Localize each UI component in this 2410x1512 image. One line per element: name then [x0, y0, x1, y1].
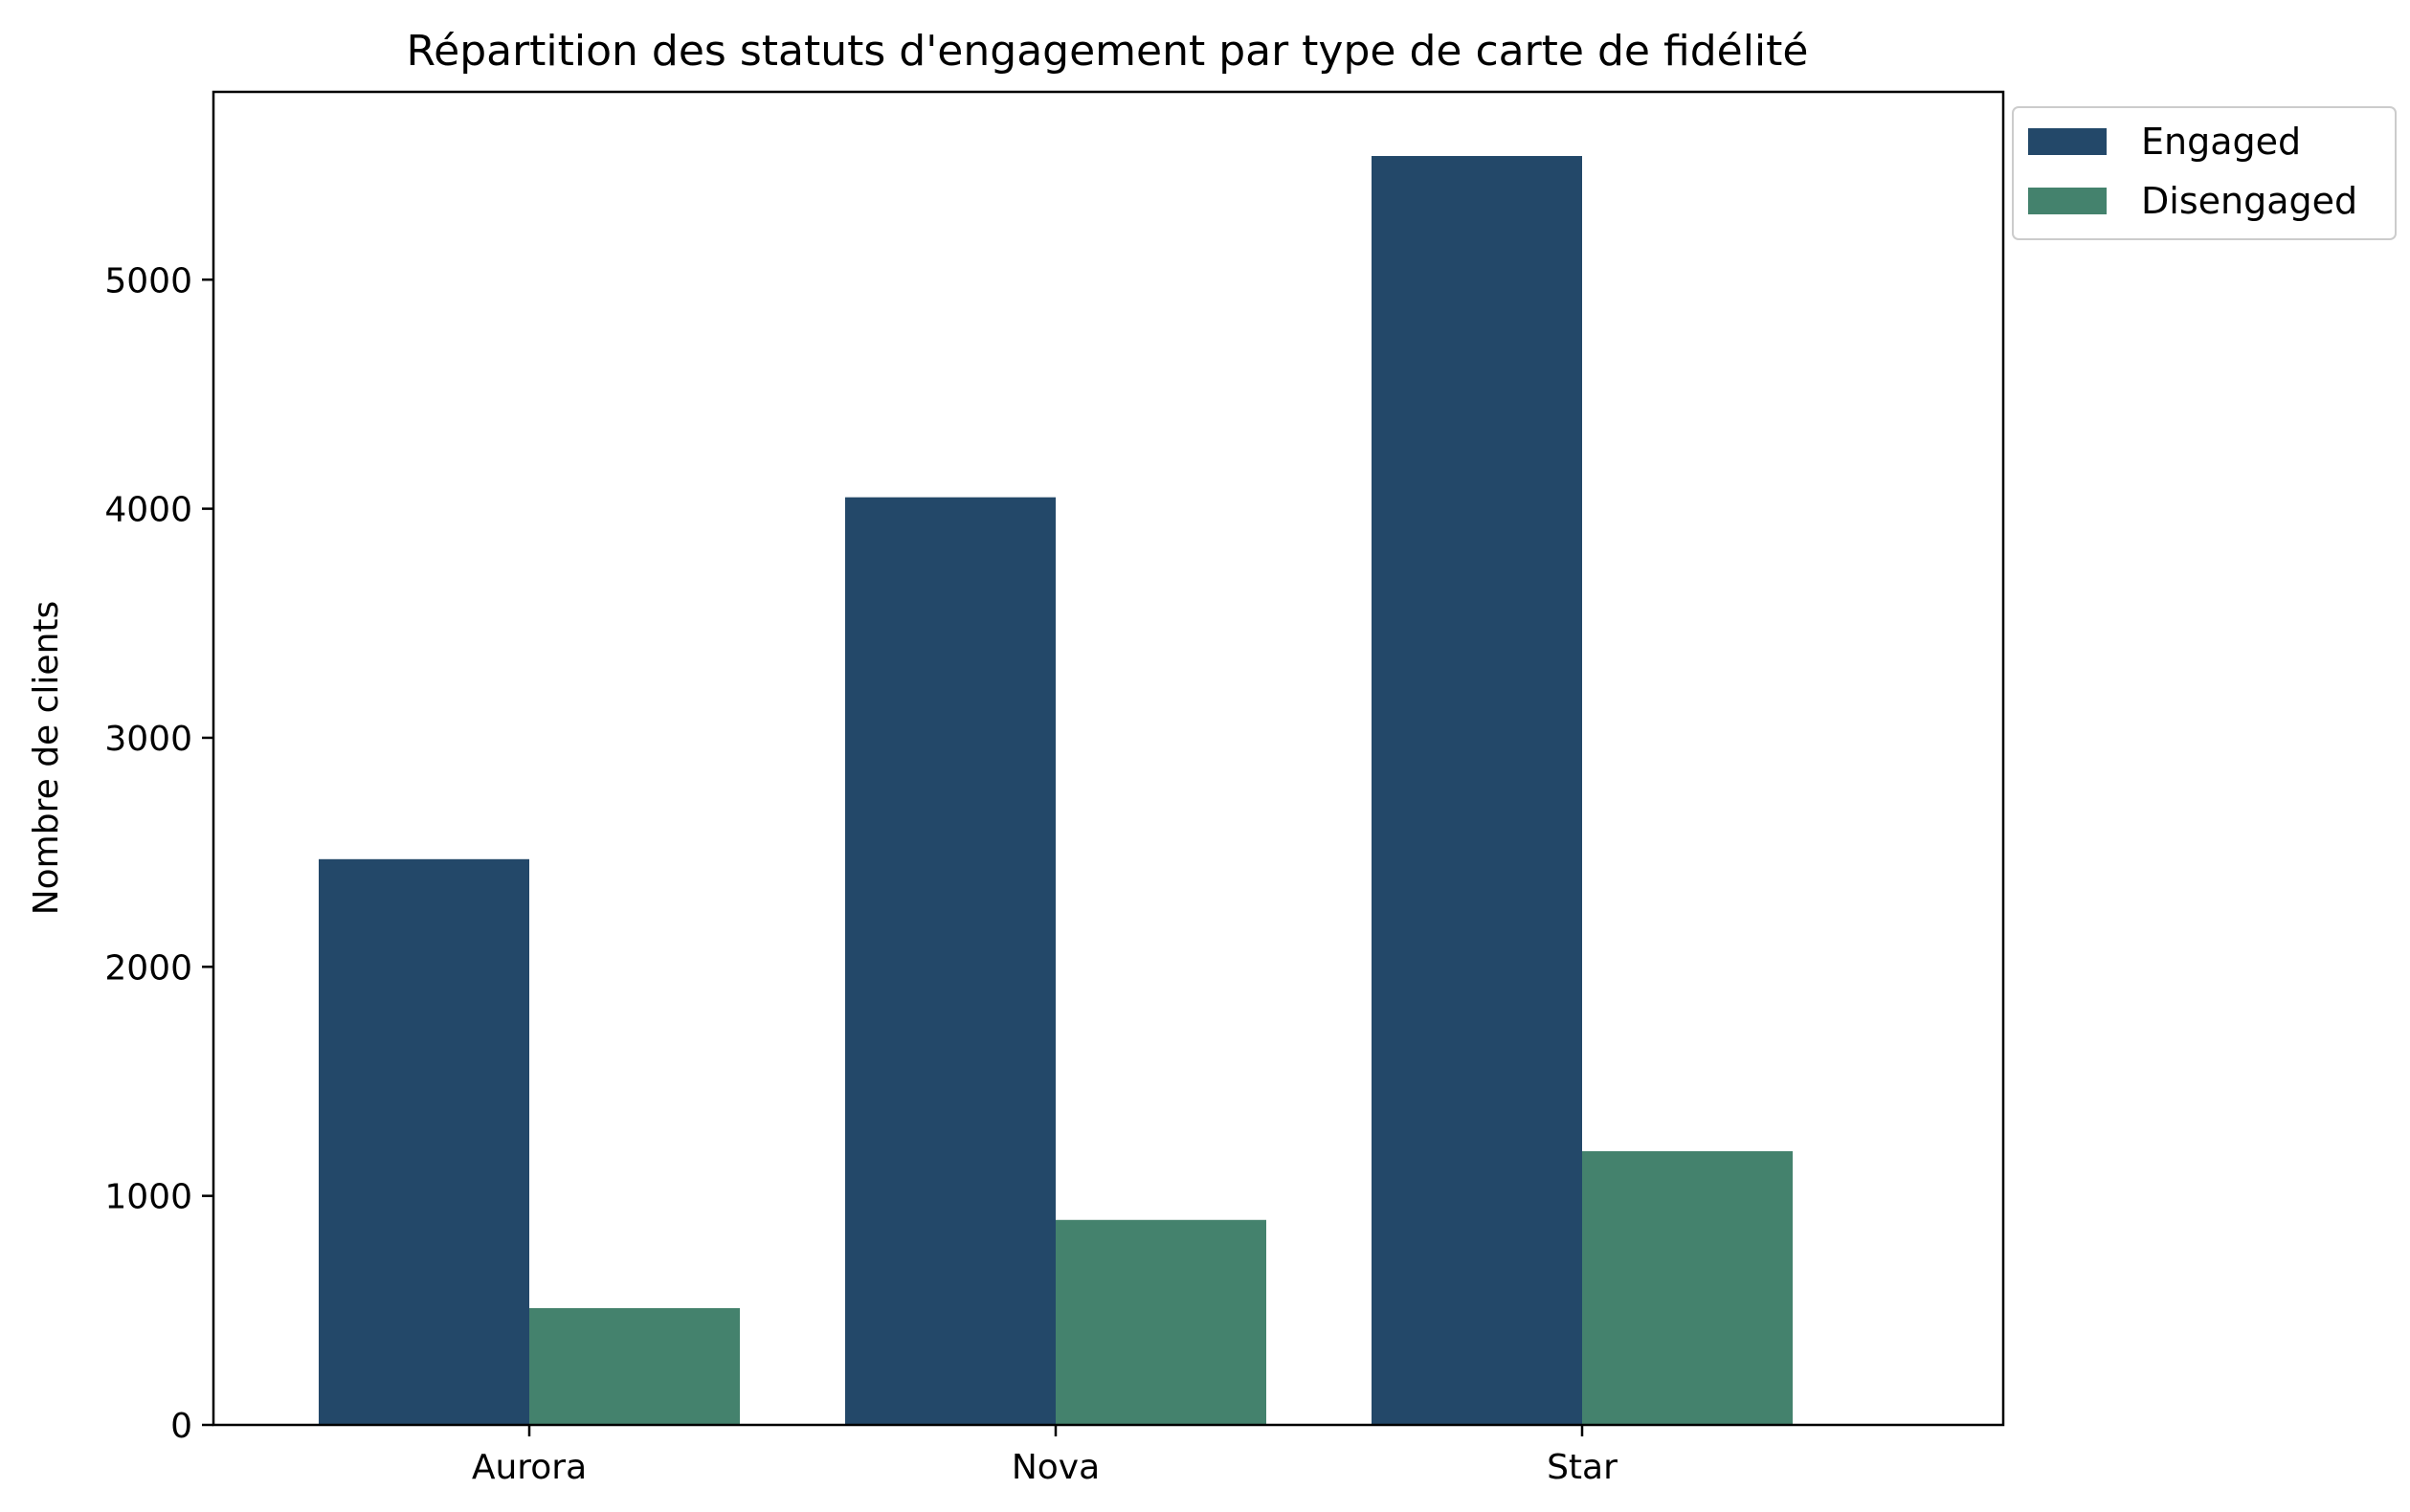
bar-disengaged-star [1582, 1150, 1793, 1425]
x-tick-label-aurora: Aurora [472, 1448, 587, 1487]
y-tick-label: 5000 [104, 261, 192, 300]
x-axis: Aurora Nova Star [472, 1425, 1618, 1487]
y-tick-label: 3000 [104, 720, 192, 759]
bars-group [319, 156, 1793, 1425]
legend-swatch-disengaged [2028, 188, 2107, 214]
y-tick-label: 1000 [104, 1178, 192, 1217]
chart-title: Répartition des statuts d'engagement par… [407, 27, 1809, 76]
legend-label-disengaged: Disengaged [2141, 180, 2357, 222]
bar-engaged-aurora [319, 858, 529, 1425]
bar-disengaged-nova [1056, 1219, 1266, 1425]
bar-engaged-star [1372, 156, 1582, 1425]
legend: Engaged Disengaged [2012, 106, 2397, 240]
legend-box [2012, 106, 2397, 240]
legend-label-engaged: Engaged [2141, 121, 2301, 163]
y-tick-label: 2000 [104, 948, 192, 988]
bar-disengaged-aurora [529, 1307, 740, 1425]
y-tick-label: 0 [170, 1407, 192, 1446]
bar-engaged-nova [845, 497, 1056, 1425]
y-axis-label: Nombre de clients [27, 601, 66, 916]
plot-frame [212, 90, 2005, 1427]
legend-swatch-engaged [2028, 128, 2107, 155]
y-axis: 0 1000 2000 3000 4000 5000 [104, 261, 213, 1446]
y-tick-label: 4000 [104, 491, 192, 530]
x-tick-label-star: Star [1547, 1448, 1618, 1487]
x-tick-label-nova: Nova [1012, 1448, 1100, 1487]
